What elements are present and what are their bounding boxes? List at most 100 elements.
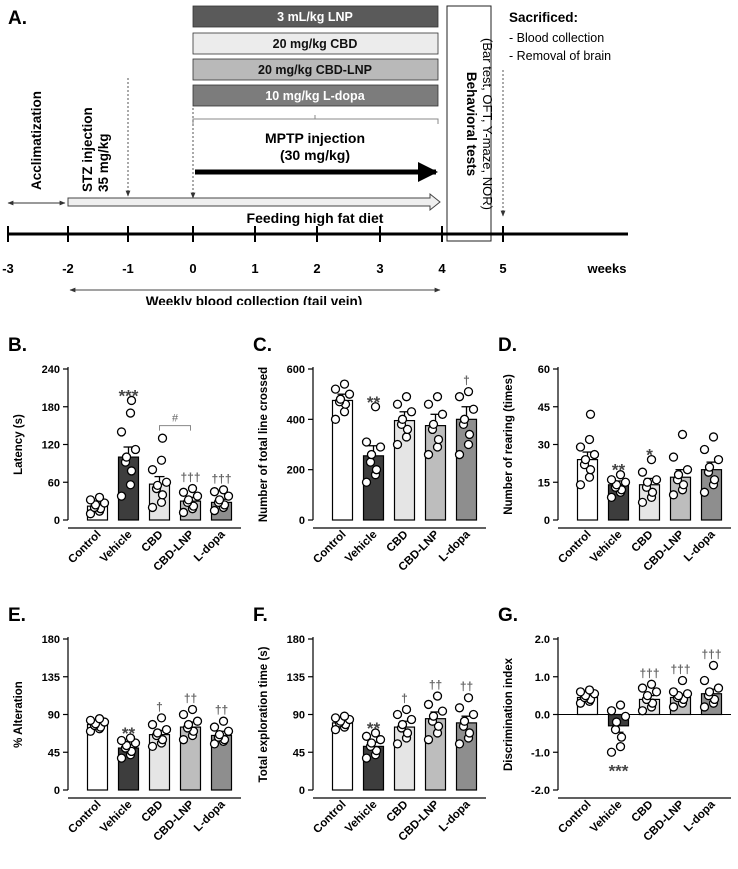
- y-tick-label: 120: [42, 440, 60, 452]
- data-point: [392, 709, 403, 720]
- category-label: Control: [556, 799, 593, 836]
- data-point: [152, 728, 163, 738]
- data-point: [218, 485, 229, 495]
- category-label: CBD: [140, 529, 166, 555]
- mptp-label-line2: (30 mg/kg): [280, 147, 350, 163]
- y-tick-label: 180: [42, 634, 60, 646]
- data-point: [642, 690, 653, 701]
- data-point: [637, 467, 648, 477]
- data-point: [584, 472, 595, 482]
- comparison-mark: #: [172, 413, 179, 425]
- data-point: [432, 691, 443, 701]
- data-point: [678, 480, 689, 490]
- panel-label: B.: [8, 335, 27, 356]
- treatment-bar-cbd: 20 mg/kg CBD: [192, 32, 439, 55]
- data-point: [708, 660, 719, 671]
- data-point: [432, 392, 443, 402]
- data-point: [704, 687, 715, 697]
- data-point: [668, 702, 679, 712]
- data-point: [454, 449, 465, 460]
- data-point: [437, 706, 448, 716]
- category-label: Vehicle: [98, 799, 135, 836]
- blood-collection-label: Weekly blood collection (tail vein): [146, 294, 363, 305]
- treatment-label-cbd: 20 mg/kg CBD: [273, 37, 358, 51]
- data-point: [223, 491, 234, 501]
- y-axis-label: Total exploration time (s): [258, 646, 270, 782]
- data-point: [121, 452, 132, 462]
- data-point: [423, 699, 434, 710]
- category-label: CBD: [385, 529, 411, 555]
- y-tick-label: 180: [287, 634, 305, 646]
- data-point: [620, 477, 631, 487]
- data-point: [401, 704, 412, 715]
- significance-mark: ***: [609, 761, 629, 780]
- data-point: [183, 719, 194, 730]
- data-point: [161, 724, 172, 735]
- data-point: [428, 711, 439, 721]
- category-label: Control: [66, 529, 103, 566]
- data-point: [125, 408, 136, 418]
- data-point: [161, 477, 172, 487]
- category-label: Vehicle: [343, 799, 380, 836]
- category-label: CBD: [385, 799, 411, 825]
- data-point: [126, 466, 137, 476]
- behavioral-tests-title: Behavioral tests: [464, 72, 479, 176]
- data-point: [214, 495, 225, 505]
- data-point: [423, 399, 434, 409]
- data-point: [371, 465, 382, 475]
- y-tick-label: 15: [538, 477, 550, 489]
- data-point: [147, 502, 158, 513]
- data-point: [361, 477, 372, 487]
- data-point: [156, 497, 167, 508]
- y-axis-label: Discrimination index: [503, 657, 515, 771]
- treatment-bar-lnp: 3 mL/kg LNP: [192, 5, 439, 28]
- data-point: [615, 741, 626, 752]
- data-point: [339, 711, 350, 721]
- timeline-tick-label: 0: [189, 261, 196, 276]
- data-point: [361, 753, 372, 763]
- data-point: [209, 487, 220, 497]
- behavioral-tests-box: [446, 5, 492, 242]
- category-label: L-dopa: [437, 528, 473, 564]
- data-point: [610, 724, 621, 735]
- y-tick-label: 135: [287, 672, 305, 684]
- data-point: [699, 702, 710, 712]
- y-axis-label: Number of total line crossed: [258, 367, 270, 522]
- category-label: CBD: [630, 799, 656, 825]
- data-point: [668, 687, 679, 697]
- feeding-label: Feeding high fat diet: [247, 210, 384, 226]
- data-point: [209, 722, 220, 732]
- y-tick-label: 90: [293, 710, 305, 722]
- sacrificed-item-blood: - Blood collection: [509, 31, 604, 45]
- timeline-tick-label: 4: [438, 261, 446, 276]
- data-point: [192, 491, 203, 501]
- data-point: [392, 739, 403, 749]
- y-axis-label: Number of rearing (times): [503, 374, 515, 515]
- y-tick-label: 180: [42, 402, 60, 414]
- data-point: [713, 454, 724, 465]
- significance-mark: *: [646, 446, 653, 465]
- data-point: [406, 407, 417, 417]
- y-tick-label: 0: [299, 785, 305, 797]
- category-label: Vehicle: [588, 799, 625, 836]
- data-point: [370, 402, 381, 412]
- treatment-label-l-dopa: 10 mg/kg L-dopa: [265, 89, 365, 103]
- significance-mark: †††: [211, 472, 231, 486]
- panel-c-line-crossing: C. Number of total line crossed 0 200 400 600…: [253, 335, 486, 574]
- data-point: [606, 492, 617, 503]
- category-label: CBD: [630, 529, 656, 555]
- data-point: [709, 475, 720, 485]
- data-point: [637, 706, 648, 716]
- significance-mark: †: [156, 700, 163, 714]
- y-tick-label: 0: [299, 515, 305, 527]
- data-point: [713, 683, 724, 693]
- stz-label-line2: 35 mg/kg: [96, 133, 111, 192]
- data-point: [375, 442, 386, 452]
- data-point: [454, 703, 465, 713]
- category-label: Vehicle: [343, 529, 380, 566]
- data-point: [437, 409, 448, 419]
- significance-mark: ††: [429, 678, 442, 692]
- panel-label: E.: [8, 605, 26, 626]
- data-point: [589, 449, 600, 460]
- data-point: [218, 716, 229, 726]
